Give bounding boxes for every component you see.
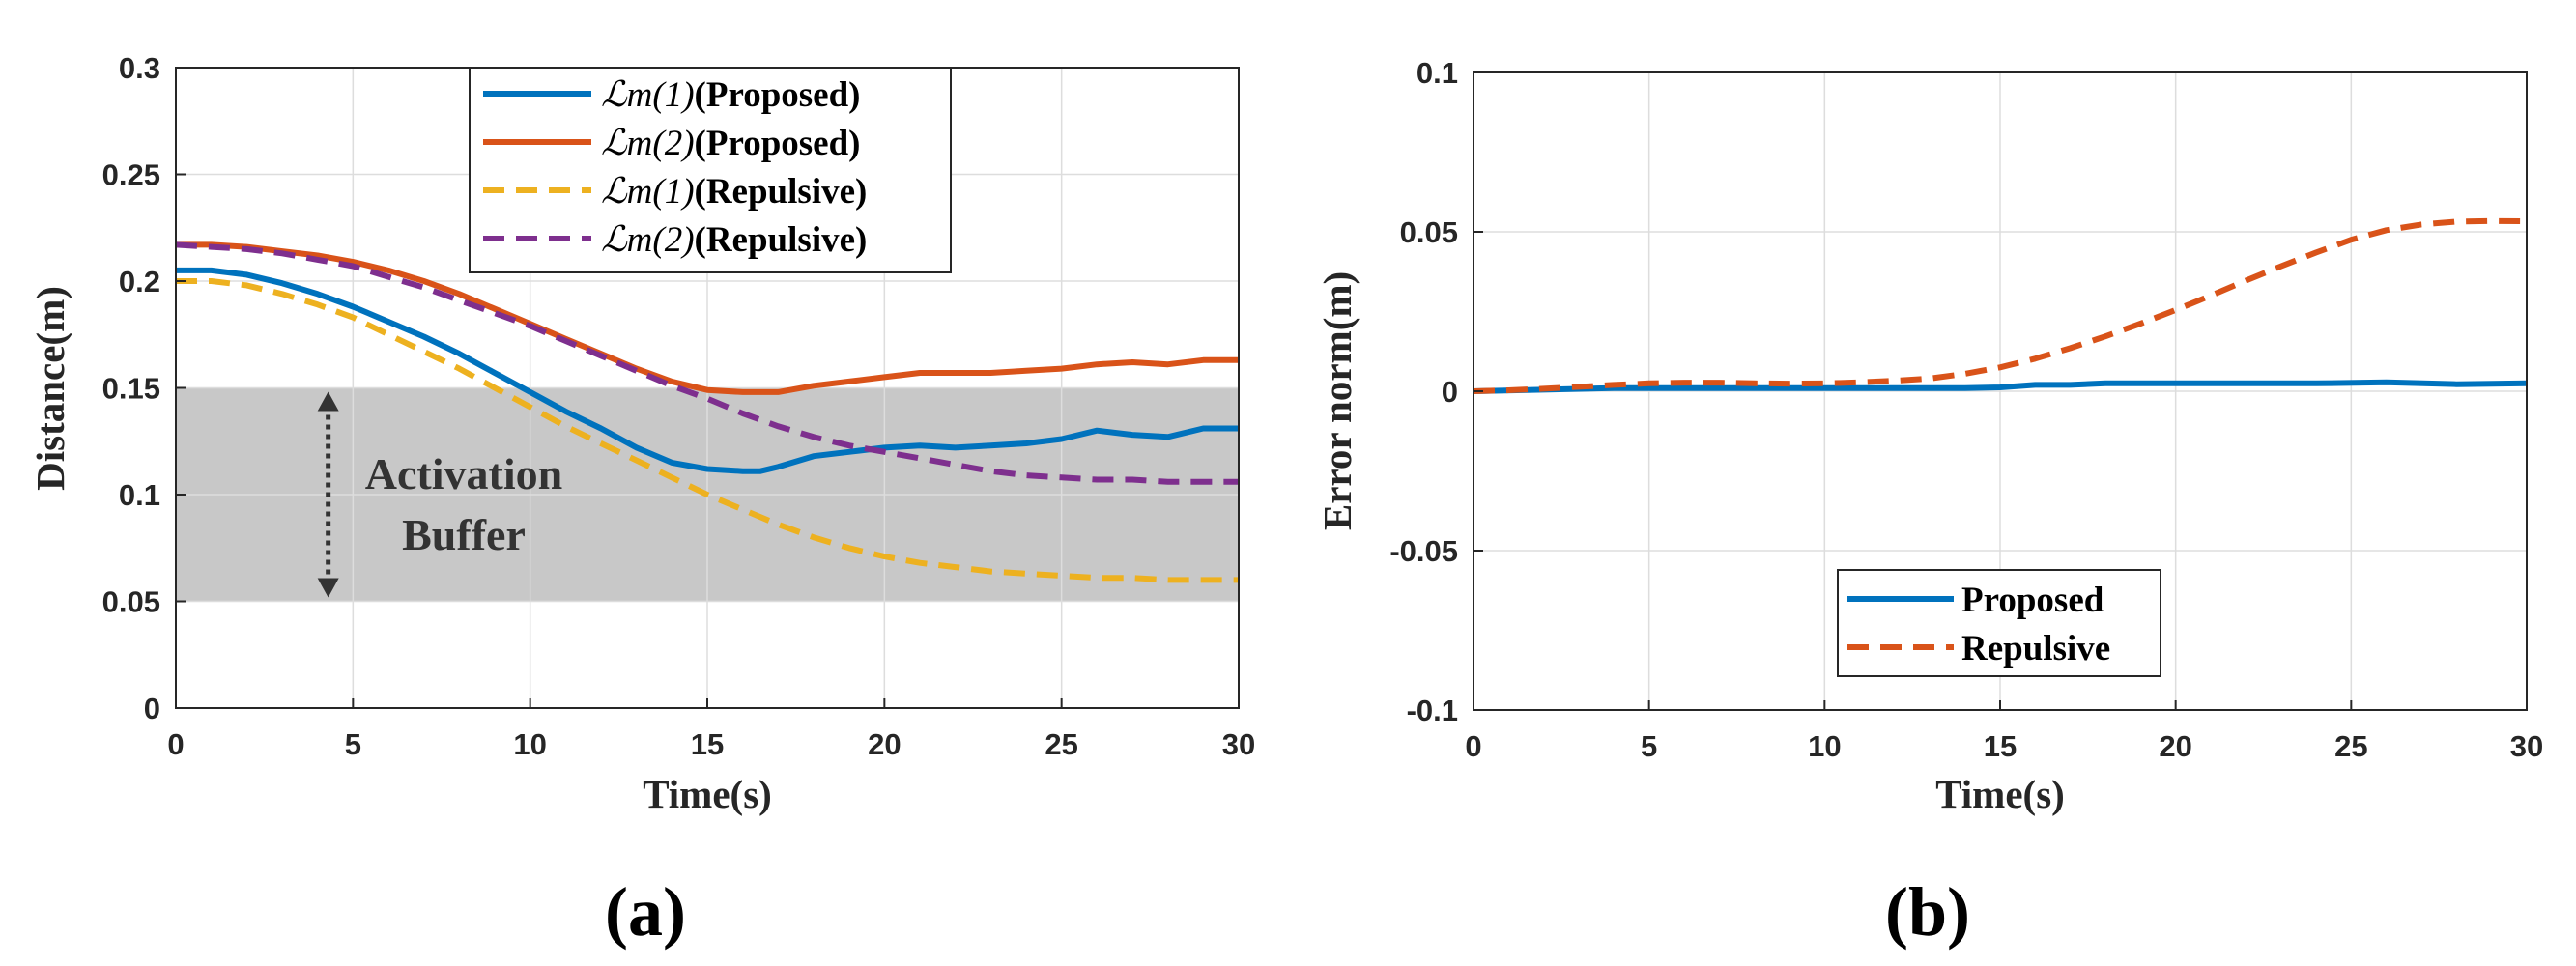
panel-b-x-axis-label: Time(s) bbox=[1935, 772, 2065, 816]
x-tick-label: 15 bbox=[691, 727, 724, 761]
legend-entry-label: (Repulsive) bbox=[695, 172, 868, 212]
y-tick-label: 0.15 bbox=[102, 372, 160, 406]
panel-a-label: (a) bbox=[605, 873, 686, 951]
x-tick-label: 5 bbox=[1641, 729, 1657, 763]
x-tick-label: 15 bbox=[1984, 729, 2017, 763]
x-tick-label: 0 bbox=[1465, 729, 1481, 763]
legend-entry-symbol: ℒm(2) bbox=[601, 124, 695, 163]
panel-b-legend: Proposed Repulsive bbox=[1837, 569, 2161, 677]
panel-a-y-axis-label: Distance(m) bbox=[28, 286, 72, 491]
x-tick-label: 30 bbox=[2510, 729, 2543, 763]
panel-a-x-tick-labels: 0 5 10 15 20 25 30 bbox=[167, 698, 1255, 761]
x-tick-label: 0 bbox=[167, 727, 184, 761]
x-tick-label: 20 bbox=[2159, 729, 2191, 763]
y-tick-label: 0.1 bbox=[1417, 56, 1458, 90]
series-line-l-m-2-repulsive bbox=[175, 242, 1239, 485]
series-line-proposed bbox=[1473, 379, 2528, 394]
legend-entry-label: (Repulsive) bbox=[695, 220, 868, 260]
panel-b-error-chart: 0 5 10 15 20 25 30 -0.1 -0.05 0 0.05 0.1 Time(s) E… bbox=[1315, 56, 2543, 951]
y-tick-label: 0.25 bbox=[102, 158, 160, 192]
panel-b-label: (b) bbox=[1885, 873, 1970, 951]
panel-a-legend: ℒm(1)(Proposed)ℒm(2)(Proposed)ℒm(1)(Repu… bbox=[469, 67, 952, 273]
series-line-l-m-1-repulsive bbox=[176, 278, 1239, 583]
arrow-down-icon bbox=[317, 578, 339, 598]
activation-buffer-label-line1: Activation bbox=[365, 449, 562, 498]
y-tick-label: 0.1 bbox=[119, 478, 160, 512]
y-tick-label: 0 bbox=[1442, 375, 1458, 409]
legend-entry-symbol: ℒm(2) bbox=[601, 220, 695, 260]
activation-buffer-annotation: Activation Buffer bbox=[317, 391, 562, 598]
panel-a-x-axis-label: Time(s) bbox=[643, 772, 772, 816]
x-tick-label: 20 bbox=[868, 727, 901, 761]
panel-a-series bbox=[175, 242, 1239, 583]
legend-entry: Proposed bbox=[1961, 581, 2104, 620]
panel-b-series bbox=[1473, 217, 2528, 394]
y-tick-label: 0.05 bbox=[102, 585, 160, 619]
panel-b-y-tick-labels: -0.1 -0.05 0 0.05 0.1 bbox=[1389, 56, 1483, 727]
legend-entry-symbol: ℒm(1) bbox=[601, 172, 695, 212]
panel-a-distance-chart: 0 5 10 15 20 25 30 0 0.05 0.1 0.15 0.2 0.25 0.3 Time… bbox=[28, 51, 1255, 951]
y-tick-label: 0.3 bbox=[119, 51, 160, 85]
x-tick-label: 5 bbox=[345, 727, 361, 761]
legend-entry-label: (Proposed) bbox=[695, 75, 861, 115]
panel-b-y-axis-label: Error norm(m) bbox=[1315, 271, 1360, 530]
x-tick-label: 10 bbox=[1808, 729, 1841, 763]
y-tick-label: 0 bbox=[144, 692, 160, 725]
x-tick-label: 30 bbox=[1222, 727, 1255, 761]
legend-entry-label: (Proposed) bbox=[695, 124, 861, 163]
x-tick-label: 10 bbox=[513, 727, 546, 761]
y-tick-label: 0.05 bbox=[1400, 215, 1458, 249]
legend-entry: ℒm(1)(Repulsive) bbox=[601, 172, 867, 212]
panel-b-x-tick-labels: 0 5 10 15 20 25 30 bbox=[1465, 700, 2543, 763]
series-line-l-m-1-proposed bbox=[176, 267, 1239, 474]
y-tick-label: 0.2 bbox=[119, 265, 160, 298]
x-tick-label: 25 bbox=[2334, 729, 2367, 763]
activation-buffer-label-line2: Buffer bbox=[402, 510, 526, 559]
arrow-up-icon bbox=[317, 391, 339, 412]
series-line-l-m-2-proposed bbox=[176, 242, 1239, 395]
legend-entry: Repulsive bbox=[1961, 629, 2110, 668]
legend-entry-symbol: ℒm(1) bbox=[601, 75, 695, 115]
y-tick-label: -0.1 bbox=[1407, 694, 1458, 727]
legend-entry: ℒm(1)(Proposed) bbox=[601, 75, 861, 115]
panel-a-y-tick-labels: 0 0.05 0.1 0.15 0.2 0.25 0.3 bbox=[102, 51, 186, 725]
series-line-repulsive bbox=[1473, 217, 2528, 394]
y-tick-label: -0.05 bbox=[1389, 534, 1458, 568]
legend-entry: ℒm(2)(Repulsive) bbox=[601, 220, 867, 260]
x-tick-label: 25 bbox=[1045, 727, 1077, 761]
legend-entry: ℒm(2)(Proposed) bbox=[601, 124, 861, 163]
panel-b-legend-box bbox=[1837, 569, 2161, 677]
